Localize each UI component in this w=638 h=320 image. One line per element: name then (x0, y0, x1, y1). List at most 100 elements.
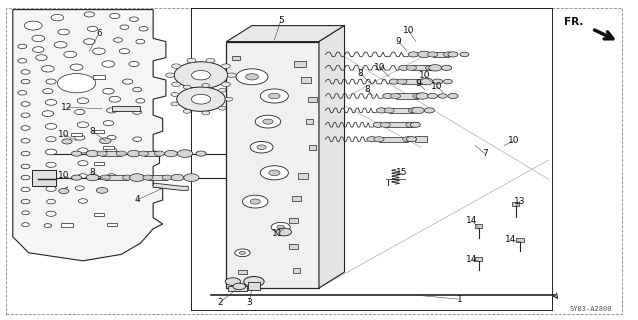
Circle shape (21, 151, 30, 156)
Bar (396, 93, 418, 99)
Circle shape (177, 87, 225, 111)
Circle shape (427, 93, 438, 99)
Circle shape (420, 78, 433, 85)
Circle shape (418, 51, 431, 58)
Bar (232, 56, 240, 60)
Circle shape (399, 65, 409, 70)
Circle shape (114, 38, 122, 42)
Circle shape (46, 137, 56, 142)
Circle shape (448, 93, 458, 99)
Text: 7: 7 (482, 149, 488, 158)
Text: 10: 10 (508, 136, 519, 145)
Bar (385, 122, 411, 127)
Bar (144, 151, 160, 156)
Circle shape (376, 108, 387, 113)
Circle shape (129, 61, 139, 67)
Circle shape (18, 91, 27, 95)
Circle shape (62, 139, 72, 144)
Circle shape (221, 82, 230, 86)
Circle shape (120, 25, 129, 29)
Text: FR.: FR. (565, 17, 584, 27)
Circle shape (171, 174, 184, 181)
Circle shape (433, 79, 443, 84)
Circle shape (448, 52, 458, 57)
Circle shape (18, 59, 27, 63)
Circle shape (187, 88, 196, 92)
Circle shape (84, 39, 95, 44)
Circle shape (103, 121, 114, 126)
Bar (226, 42, 319, 288)
Text: 8: 8 (357, 69, 364, 78)
Circle shape (260, 89, 288, 103)
Text: 8: 8 (89, 168, 96, 177)
Circle shape (107, 148, 117, 153)
Circle shape (172, 64, 181, 68)
Circle shape (383, 93, 393, 99)
Circle shape (403, 137, 413, 142)
Circle shape (87, 26, 98, 31)
Bar (107, 223, 117, 226)
Circle shape (202, 84, 210, 87)
Circle shape (172, 82, 181, 86)
Circle shape (100, 138, 111, 144)
Circle shape (202, 111, 210, 115)
Bar (191, 8, 552, 310)
Circle shape (233, 283, 246, 290)
Circle shape (244, 276, 264, 287)
Circle shape (410, 122, 420, 127)
Circle shape (77, 98, 89, 104)
Bar (293, 268, 300, 273)
Circle shape (183, 85, 191, 89)
Bar (402, 79, 422, 84)
Circle shape (46, 211, 56, 216)
Circle shape (276, 228, 292, 236)
Circle shape (397, 79, 407, 84)
Circle shape (426, 65, 436, 70)
Text: 13: 13 (514, 197, 526, 206)
Circle shape (427, 52, 438, 57)
Circle shape (269, 170, 280, 176)
Text: 9: 9 (415, 79, 421, 88)
Bar (248, 282, 260, 290)
Polygon shape (226, 26, 345, 42)
Bar (71, 133, 82, 136)
Circle shape (107, 174, 116, 178)
Circle shape (130, 174, 145, 181)
Circle shape (374, 137, 384, 142)
Bar (415, 136, 427, 142)
Circle shape (58, 29, 70, 35)
Text: 5: 5 (278, 16, 284, 25)
Bar (412, 65, 431, 70)
Circle shape (128, 150, 140, 157)
Circle shape (384, 108, 394, 113)
Polygon shape (319, 26, 345, 288)
Circle shape (86, 150, 99, 157)
Circle shape (47, 199, 56, 204)
Bar (309, 145, 316, 149)
Text: 14: 14 (505, 236, 516, 244)
Circle shape (42, 111, 54, 116)
Text: 10: 10 (374, 63, 385, 72)
Bar (290, 244, 297, 249)
Polygon shape (13, 10, 166, 261)
Bar (290, 218, 297, 223)
Bar (389, 108, 413, 113)
Bar (103, 146, 114, 149)
Circle shape (136, 99, 145, 103)
Bar (298, 173, 308, 179)
Circle shape (416, 93, 429, 99)
Circle shape (263, 119, 273, 124)
Circle shape (24, 21, 42, 30)
Circle shape (96, 188, 108, 193)
Circle shape (136, 39, 145, 44)
Circle shape (130, 17, 138, 21)
Text: 11: 11 (272, 229, 283, 238)
Circle shape (21, 175, 30, 180)
Circle shape (51, 14, 64, 21)
Circle shape (260, 166, 288, 180)
Circle shape (139, 27, 148, 31)
Circle shape (460, 52, 469, 57)
Circle shape (54, 42, 67, 48)
Circle shape (177, 150, 193, 157)
Circle shape (171, 102, 179, 106)
